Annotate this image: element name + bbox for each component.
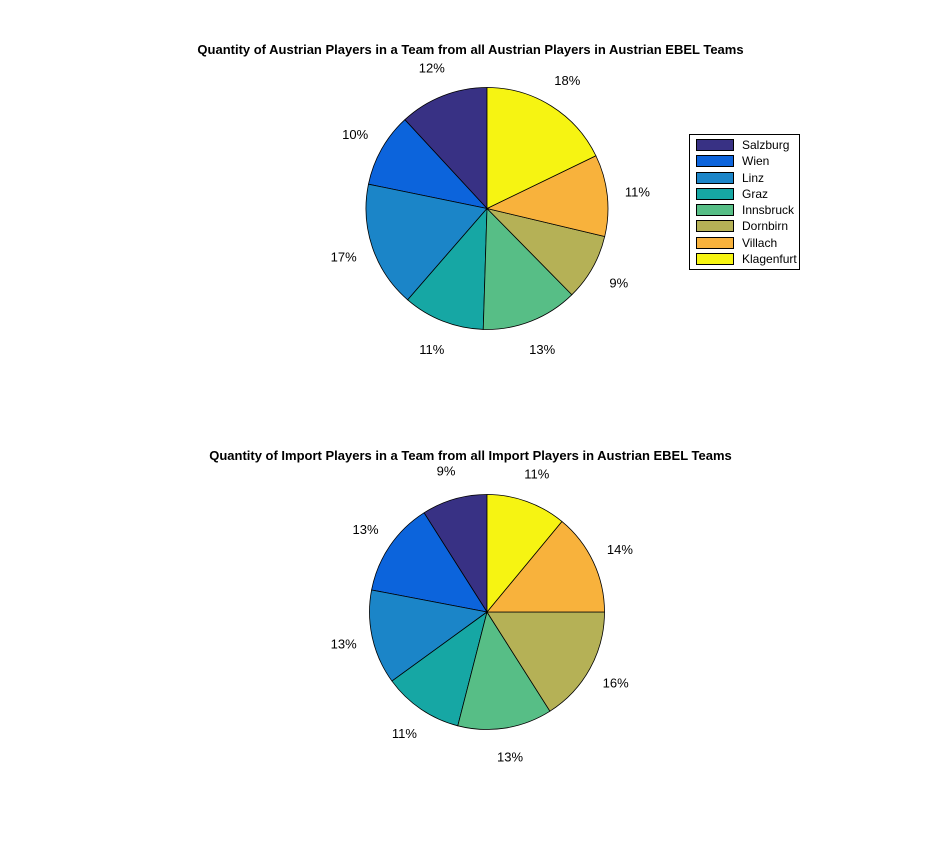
pie-slice-linz	[369, 589, 488, 682]
chart2-title: Quantity of Import Players in a Team fro…	[209, 448, 732, 463]
pie-slice-wien	[368, 119, 488, 209]
chart1-title: Quantity of Austrian Players in a Team f…	[197, 42, 744, 57]
legend-swatch-dornbirn	[696, 220, 734, 233]
pie-slice-wien	[371, 512, 488, 613]
pie-slice-salzburg	[404, 87, 488, 209]
legend-swatch-wien	[696, 155, 734, 168]
pie-slice-graz	[391, 611, 488, 727]
legend-label-klagenfurt: Klagenfurt	[742, 251, 797, 266]
pie-slice-linz	[365, 183, 488, 301]
legend-swatch-villach	[696, 236, 734, 249]
legend-row-innsbruck: Innsbruck	[696, 203, 799, 218]
slice-percent-label-graz: 11%	[392, 726, 417, 741]
legend-row-salzburg: Salzburg	[696, 138, 799, 153]
slice-percent-label-salzburg: 9%	[437, 464, 456, 479]
legend-label-salzburg: Salzburg	[742, 138, 790, 153]
legend-label-dornbirn: Dornbirn	[742, 219, 789, 234]
pie-chart-import-players: 9% 13% 13% 11% 13% 16% 14% 11%	[331, 464, 634, 765]
slice-percent-label-klagenfurt: 11%	[524, 466, 549, 481]
legend-row-dornbirn: Dornbirn	[696, 219, 799, 234]
slice-percent-label-klagenfurt: 18%	[554, 73, 580, 88]
legend-swatch-graz	[696, 187, 734, 200]
legend-row-wien: Wien	[696, 154, 799, 169]
legend-swatch-innsbruck	[696, 204, 734, 217]
slice-percent-label-wien: 10%	[342, 127, 368, 142]
legend-swatch-klagenfurt	[696, 252, 734, 265]
legend-label-linz: Linz	[742, 170, 765, 185]
legend-row-linz: Linz	[696, 170, 799, 185]
slice-percent-label-innsbruck: 13%	[529, 342, 555, 357]
legend-swatch-salzburg	[696, 139, 734, 152]
pie-slice-graz	[407, 208, 488, 330]
pie-slice-innsbruck	[457, 611, 551, 730]
legend-label-graz: Graz	[742, 186, 769, 201]
legend-swatch-linz	[696, 171, 734, 184]
legend-label-innsbruck: Innsbruck	[742, 203, 795, 218]
pie-slice-innsbruck	[482, 208, 573, 330]
legend-row-graz: Graz	[696, 186, 799, 201]
slice-percent-label-linz: 13%	[331, 637, 357, 652]
slice-percent-label-linz: 17%	[331, 250, 357, 265]
pie-slice-villach	[486, 155, 609, 237]
legend-label-villach: Villach	[742, 235, 778, 250]
pie-chart-austrian-players: 12% 10% 17% 11% 13% 9% 11% 18%	[331, 60, 651, 357]
legend-label-wien: Wien	[742, 154, 770, 169]
pie-slice-dornbirn	[486, 611, 605, 712]
slice-percent-label-dornbirn: 16%	[603, 675, 629, 690]
legend-row-villach: Villach	[696, 235, 799, 250]
slice-percent-label-villach: 14%	[607, 542, 633, 557]
slice-percent-label-salzburg: 12%	[419, 60, 445, 75]
slice-percent-label-villach: 11%	[625, 185, 650, 200]
slice-percent-label-dornbirn: 9%	[609, 275, 628, 290]
pie-slice-klagenfurt	[486, 87, 597, 209]
slice-percent-label-wien: 13%	[352, 522, 378, 537]
pie-slice-klagenfurt	[486, 494, 563, 613]
slice-percent-label-innsbruck: 13%	[497, 750, 523, 765]
slice-percent-label-graz: 11%	[419, 342, 444, 357]
pie-slice-villach	[486, 521, 605, 613]
legend-row-klagenfurt: Klagenfurt	[696, 251, 799, 266]
legend: Salzburg Wien Linz Graz Innsbruck Dornbirn Vil…	[689, 134, 800, 270]
